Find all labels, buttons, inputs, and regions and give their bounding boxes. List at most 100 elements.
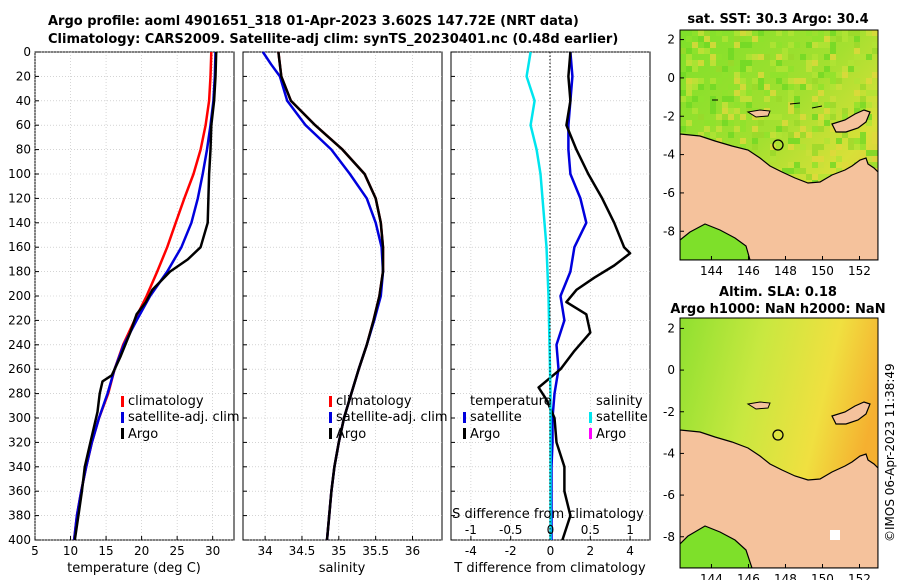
sst-pixel (752, 54, 758, 60)
sst-pixel (812, 60, 818, 66)
map-y-tick-label: 0 (667, 363, 675, 377)
sst-pixel (866, 114, 872, 120)
sst-pixel (686, 96, 692, 102)
sst-pixel (746, 30, 752, 36)
y-tick-label: 0 (23, 45, 31, 59)
sst-pixel (716, 114, 722, 120)
land-southern-patch (680, 525, 753, 568)
sst-pixel (806, 30, 812, 36)
sst-pixel (782, 120, 788, 126)
sst-pixel (734, 36, 740, 42)
sst-pixel (734, 72, 740, 78)
sst-pixel (812, 96, 818, 102)
sst-pixel (824, 114, 830, 120)
map-x-tick-label: 144 (700, 264, 723, 278)
sst-pixel (812, 144, 818, 150)
x-top-tick-label: -0.5 (499, 523, 522, 537)
sst-pixel (800, 54, 806, 60)
sst-pixel (794, 42, 800, 48)
sst-pixel (782, 54, 788, 60)
map-x-tick-label: 150 (811, 572, 834, 580)
sst-pixel (836, 72, 842, 78)
temperature-xlabel: temperature (deg C) (67, 561, 201, 576)
sst-pixel (824, 66, 830, 72)
sst-pixel (842, 132, 848, 138)
sst-pixel (710, 60, 716, 66)
sst-pixel (818, 42, 824, 48)
sst-pixel (746, 108, 752, 114)
sst-pixel (788, 132, 794, 138)
sst-pixel (698, 30, 704, 36)
sst-pixel (800, 168, 806, 174)
sst-pixel (812, 78, 818, 84)
map-y-tick-label: -6 (663, 488, 675, 502)
sst-pixel (812, 36, 818, 42)
sst-pixel (740, 30, 746, 36)
sst-pixel (752, 114, 758, 120)
difference-xlabel: T difference from climatology (453, 561, 646, 576)
sst-pixel (854, 90, 860, 96)
sst-pixel (830, 126, 836, 132)
temperature-panel: 0 20 40 60 80 100 120 140 160 180 200 220 240 260 280 3… (8, 45, 240, 576)
sst-pixel (686, 48, 692, 54)
sst-pixel (806, 42, 812, 48)
sst-pixel (794, 168, 800, 174)
sst-pixel (722, 96, 728, 102)
sst-pixel (776, 78, 782, 84)
sst-pixel (752, 138, 758, 144)
series-line-s-satellite (525, 51, 552, 540)
sst-pixel (824, 72, 830, 78)
sst-pixel (842, 114, 848, 120)
sst-pixel (872, 48, 878, 54)
sst-pixel (860, 102, 866, 108)
legend-label-climatology: climatology (336, 394, 412, 409)
difference-panel: -4 -2 0 2 4 T difference from climatology S … (450, 51, 651, 576)
sst-pixel (698, 48, 704, 54)
sst-pixel (680, 96, 686, 102)
sst-pixel (818, 126, 824, 132)
sst-pixel (818, 36, 824, 42)
sst-pixel (680, 72, 686, 78)
sst-pixel (860, 96, 866, 102)
sst-pixel (776, 114, 782, 120)
x-tick-label: 36 (405, 544, 420, 558)
sst-pixel (740, 126, 746, 132)
sst-pixel (704, 30, 710, 36)
sst-pixel (788, 138, 794, 144)
sst-pixel (722, 114, 728, 120)
sst-pixel (704, 126, 710, 132)
sst-pixel (824, 120, 830, 126)
land-new-britain (831, 109, 871, 133)
sst-pixel (872, 102, 878, 108)
sst-pixel (830, 96, 836, 102)
sst-pixel (734, 126, 740, 132)
sst-pixel (776, 72, 782, 78)
sst-pixel (704, 42, 710, 48)
map-x-tick-label: 146 (737, 572, 760, 580)
sst-pixel (848, 30, 854, 36)
sst-pixel (716, 138, 722, 144)
sst-pixel (752, 78, 758, 84)
legend-swatch-satellite (121, 412, 124, 423)
sst-pixel (734, 66, 740, 72)
legend-label-climatology: climatology (128, 394, 204, 409)
sst-pixel (866, 150, 872, 156)
sst-pixel (818, 156, 824, 162)
sst-pixel (788, 162, 794, 168)
sst-pixel (848, 66, 854, 72)
sst-pixel (740, 96, 746, 102)
sst-pixel (812, 150, 818, 156)
sst-pixel (818, 174, 824, 180)
sst-pixel (830, 150, 836, 156)
sst-pixel (794, 132, 800, 138)
sst-pixel (752, 84, 758, 90)
sst-pixel (758, 132, 764, 138)
legend-label-argo: Argo (336, 427, 366, 442)
sst-pixel (710, 120, 716, 126)
sst-pixel (710, 108, 716, 114)
sst-pixel (788, 84, 794, 90)
map-x-tick-label: 152 (848, 572, 871, 580)
sst-pixel (740, 72, 746, 78)
sst-pixel (836, 156, 842, 162)
legend-swatch-climatology (329, 396, 332, 407)
